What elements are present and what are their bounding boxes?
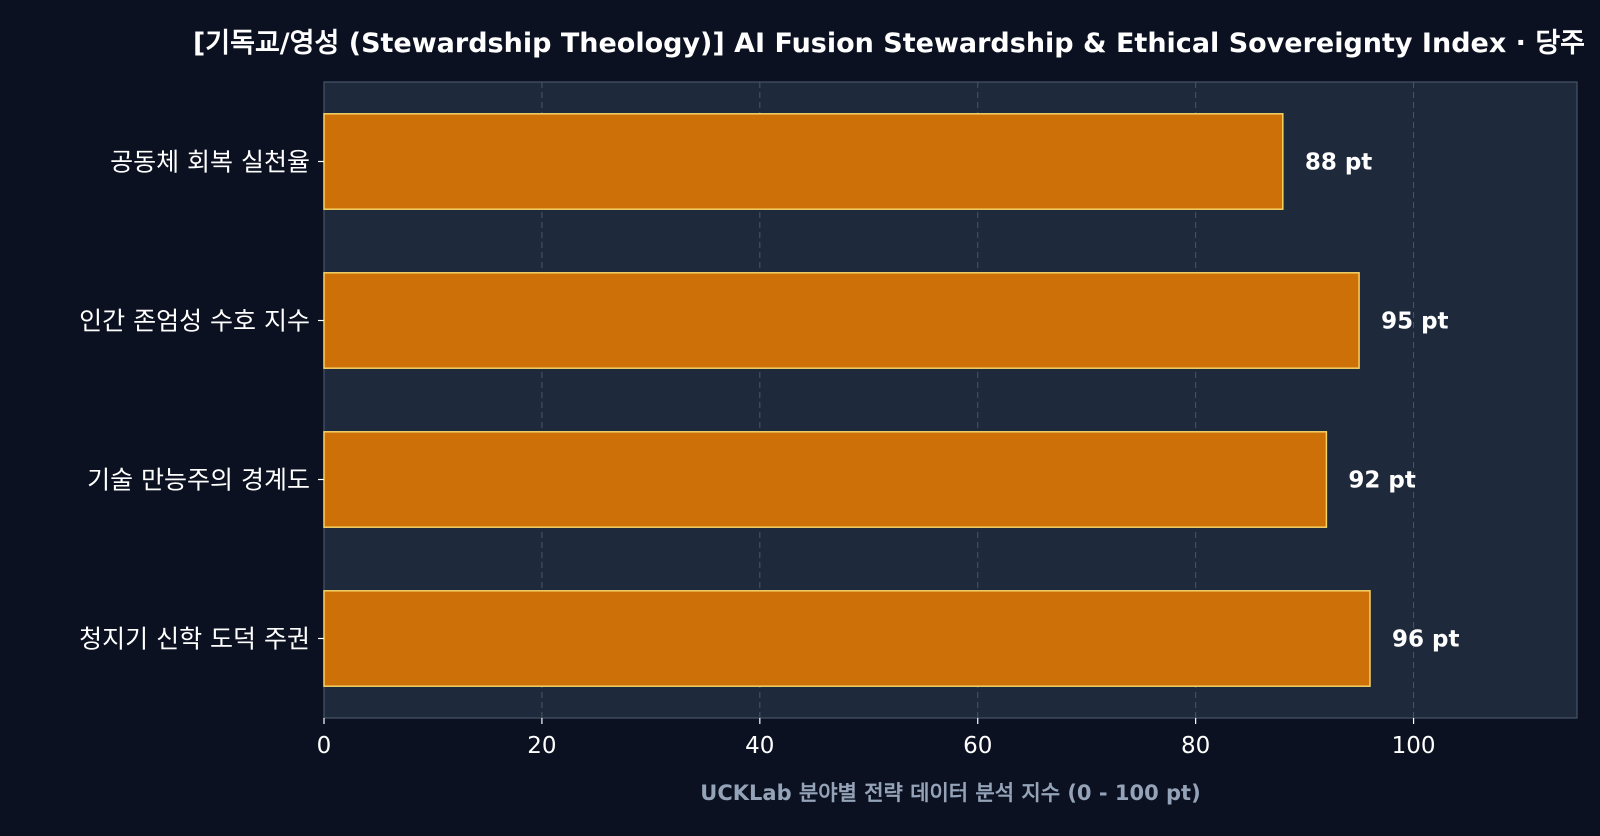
x-tick-label: 100 (1392, 733, 1436, 759)
x-axis: 0 20 40 60 80 100 (317, 718, 1436, 759)
y-tick-label: 청지기 신학 도덕 주권 (79, 625, 310, 654)
y-tick-label: 공동체 회복 실천율 (110, 148, 310, 177)
x-tick-label: 40 (745, 733, 774, 759)
bar (323, 590, 1371, 687)
x-tick-label: 80 (1181, 733, 1210, 759)
x-tick-label: 0 (317, 733, 332, 759)
x-axis-label: UCKLab 분야별 전략 데이터 분석 지수 (0 - 100 pt) (700, 781, 1200, 805)
bar (323, 113, 1284, 210)
y-tick-label: 인간 존엄성 수호 지수 (79, 307, 310, 336)
value-labels: 88 pt 95 pt 92 pt 96 pt (1305, 150, 1460, 653)
chart-title: [기독교/영성 (Stewardship Theology)] AI Fusio… (193, 28, 1585, 59)
bar-value-label: 95 pt (1381, 309, 1448, 335)
bar (323, 431, 1328, 528)
bars (323, 113, 1371, 687)
y-tick-label: 기술 만능주의 경계도 (87, 466, 310, 495)
bar-value-label: 96 pt (1392, 627, 1459, 653)
bar-value-label: 92 pt (1348, 468, 1415, 494)
bar-value-label: 88 pt (1305, 150, 1372, 176)
bar (323, 272, 1360, 369)
x-tick-label: 20 (527, 733, 556, 759)
x-tick-label: 60 (963, 733, 992, 759)
